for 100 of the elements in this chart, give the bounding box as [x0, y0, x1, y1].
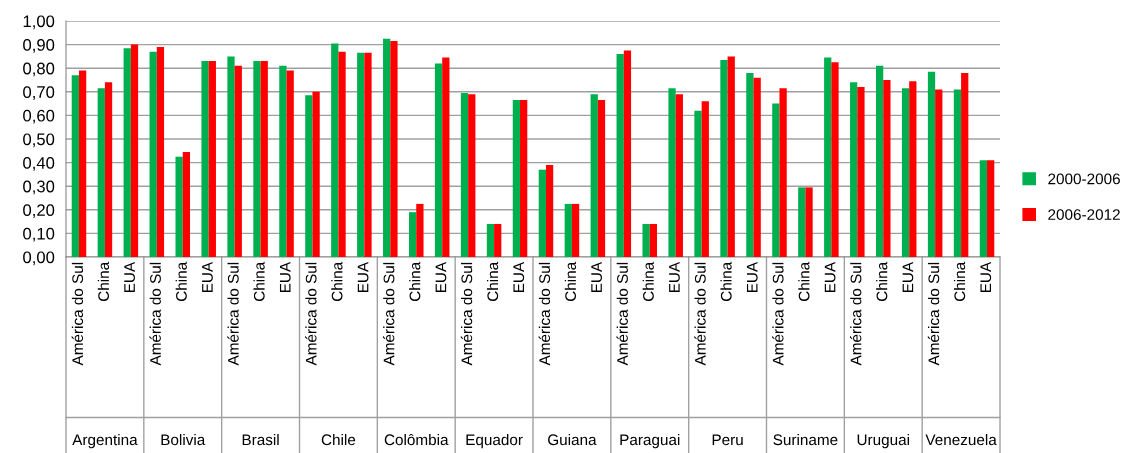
bar [434, 63, 443, 257]
x-tick-label: EUA [746, 261, 758, 293]
bar [364, 52, 372, 257]
bar [987, 160, 995, 257]
y-tick-label: 0,80 [23, 62, 55, 77]
bar [305, 95, 313, 257]
bar [701, 101, 709, 257]
x-tick-label: China [486, 261, 499, 301]
bar [149, 51, 157, 257]
bar [71, 75, 79, 257]
x-tick-label: América do Sul [538, 262, 551, 366]
bar [130, 44, 139, 257]
y-tick-label: 0,50 [23, 133, 55, 148]
x-tick-label: EUA [591, 261, 602, 293]
bar [520, 100, 528, 257]
x-tick-label: EUA [435, 261, 447, 293]
x-tick-label: EUA [980, 261, 992, 293]
x-tick-label: América do Sul [772, 262, 784, 366]
bar [78, 70, 87, 257]
bar [798, 187, 806, 257]
bar [442, 57, 450, 257]
bar [486, 223, 495, 257]
bar [850, 82, 858, 257]
text: Paraguai [620, 433, 680, 449]
bar [338, 51, 346, 257]
bar [571, 203, 580, 257]
bar [831, 62, 839, 257]
bar [390, 41, 398, 257]
bar [883, 80, 891, 257]
x-tick-label: China [642, 261, 654, 301]
text: Suriname [773, 433, 838, 446]
bar [104, 82, 113, 257]
bar [460, 92, 469, 257]
x-tick-label: China [876, 261, 888, 301]
bar [97, 88, 105, 257]
bar [279, 65, 287, 257]
bar [201, 61, 209, 257]
bar [156, 46, 165, 257]
x-tick-label: China [798, 261, 810, 301]
bar [227, 56, 235, 257]
bar [286, 70, 294, 257]
text: Peru [712, 434, 743, 446]
x-tick-label: América do Sul [227, 262, 239, 366]
bar [857, 87, 865, 257]
x-tick-label: EUA [357, 261, 369, 293]
x-tick-label: China [253, 261, 265, 301]
x-tick-label: América do Sul [149, 262, 161, 366]
y-tick-label: 0,20 [23, 204, 55, 218]
bar [901, 88, 910, 257]
x-tick-label: América do Sul [71, 262, 84, 366]
bar [623, 50, 632, 257]
x-tick-label: EUA [902, 261, 914, 293]
y-tick-label: 0,90 [23, 39, 55, 53]
bar [772, 103, 780, 257]
bar [383, 38, 391, 257]
bar [545, 164, 554, 257]
bar [694, 110, 702, 257]
x-tick-label: América do Sul [694, 262, 706, 366]
y-tick-label: 0,30 [23, 180, 55, 195]
bar [597, 100, 606, 257]
bar [538, 169, 546, 257]
text: Colômbia [384, 433, 449, 446]
y-tick-label: 0,00 [23, 251, 55, 266]
x-tick-label: EUA [279, 261, 291, 293]
bar [494, 223, 502, 257]
y-tick-label: 1,00 [23, 15, 55, 30]
bar [416, 203, 424, 257]
text: Argentina [72, 433, 138, 449]
bar [875, 65, 884, 257]
legend-label: 2006-2012 [1048, 209, 1120, 220]
bar [824, 57, 832, 257]
bar [253, 61, 261, 257]
x-tick-label: China [953, 261, 966, 301]
x-tick-label: América do Sul [305, 262, 317, 366]
y-tick-label: 0,10 [23, 227, 55, 242]
bar [175, 156, 183, 257]
bar [927, 71, 936, 257]
bar [590, 94, 598, 257]
bar [512, 100, 521, 257]
text: Venezuela [925, 433, 997, 446]
text: Chile [321, 433, 356, 446]
y-tick-label: 0,40 [23, 157, 55, 171]
x-tick-label: EUA [824, 261, 836, 293]
bar [805, 187, 813, 257]
x-tick-label: América do Sul [616, 262, 628, 366]
y-tick-label: 0,70 [23, 86, 55, 100]
bar [746, 72, 754, 257]
bar [408, 212, 417, 257]
x-tick-label: China [331, 261, 343, 301]
bar [234, 65, 242, 257]
x-tick-label: China [720, 261, 732, 301]
bar [260, 61, 268, 257]
bar [779, 88, 787, 257]
x-tick-label: América do Sul [383, 262, 395, 366]
text: Brasil [242, 433, 279, 446]
bar [312, 91, 320, 257]
bar [979, 160, 988, 257]
bar [616, 54, 624, 257]
x-tick-label: China [97, 261, 110, 301]
text: Uruguai [857, 433, 909, 449]
